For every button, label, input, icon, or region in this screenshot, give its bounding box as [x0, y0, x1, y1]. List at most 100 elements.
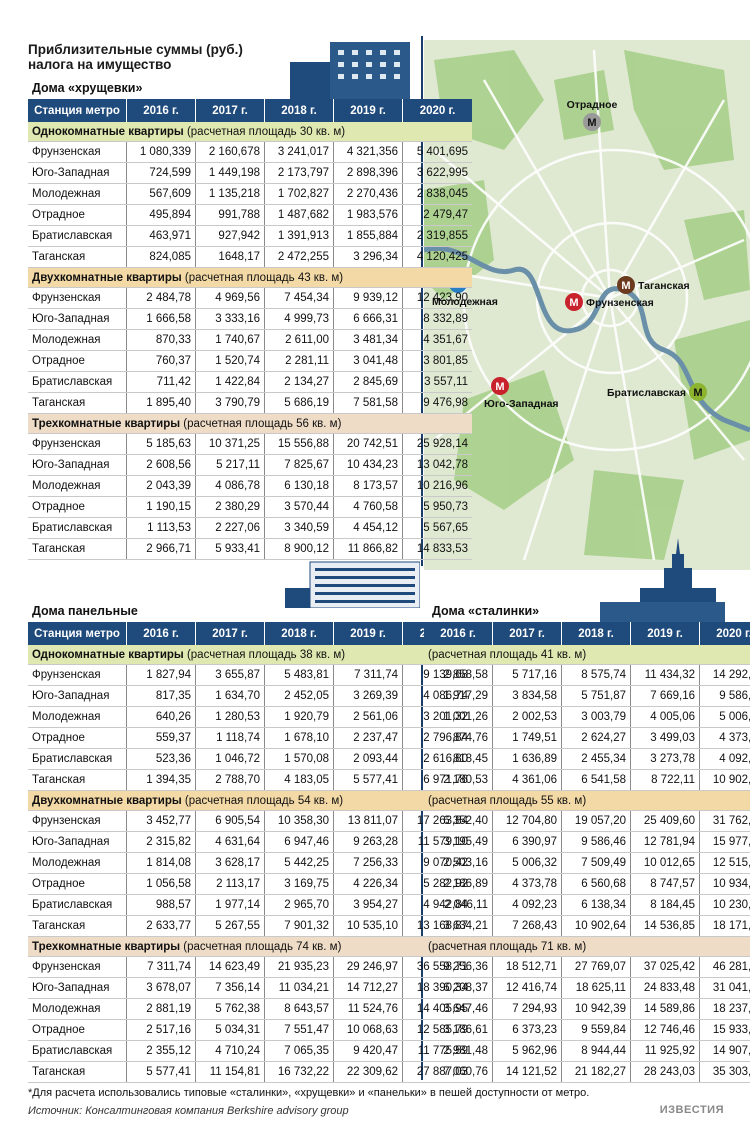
- value-cell: 3 169,75: [264, 873, 334, 895]
- value-cell: 16 732,22: [264, 1061, 334, 1083]
- value-cell: 8 747,57: [630, 873, 700, 895]
- table-row: Отрадное 495,894 991,788 1 487,682 1 983,576…: [28, 204, 472, 226]
- table-row: Братиславская 988,57 1 977,14 2 965,70 3 954…: [28, 894, 472, 916]
- value-cell: 8 722,11: [630, 769, 700, 791]
- value-cell: 6 138,34: [561, 894, 631, 916]
- category-cell: Двухкомнатные квартиры (расчетная площад…: [28, 267, 472, 288]
- value-cell: 640,26: [126, 706, 196, 728]
- category-area: (расчетная площадь 74 кв. м): [183, 940, 342, 953]
- table-row: 1 001,262 002,533 003,794 005,065 006,32: [424, 706, 750, 728]
- khrushchevki-title: Дома «хрущевки»: [32, 81, 143, 95]
- table-row: 9 256,36 18 512,71 27 769,07 37 025,42 46 28…: [424, 956, 750, 978]
- category-area: (расчетная площадь 55 кв. м): [428, 794, 587, 807]
- value-cell: 20 742,51: [333, 433, 403, 455]
- header-station: Станция метро: [28, 99, 127, 122]
- header-year: 2019 г.: [630, 622, 700, 645]
- station-bratislavskaya: М Братиславская: [607, 383, 707, 401]
- value-cell: 1 827,94: [126, 664, 196, 686]
- table-row: Фрунзенская 7 311,74 14 623,49 21 935,23 29 …: [28, 956, 472, 978]
- station-cell: Молодежная: [28, 183, 127, 205]
- station-frunzenskaya: М Фрунзенская: [565, 293, 654, 311]
- value-cell: 463,971: [126, 225, 196, 247]
- value-cell: 1 678,10: [264, 727, 334, 749]
- value-cell: 5 483,81: [264, 664, 334, 686]
- value-cell: 9 586,46: [561, 831, 631, 853]
- station-yugo-zapadnaya: М Юго-Западная: [484, 377, 559, 410]
- value-cell: 1 135,218: [195, 183, 265, 205]
- value-cell: 7 256,33: [333, 852, 403, 874]
- table-row: Отрадное 760,37 1 520,74 2 281,11 3 041,48 3 …: [28, 350, 472, 372]
- value-cell: 7 901,32: [264, 915, 334, 937]
- value-cell: 7 065,35: [264, 1040, 334, 1062]
- value-cell: 19 057,20: [561, 810, 631, 832]
- value-cell: 1 920,79: [264, 706, 334, 728]
- station-cell: Братиславская: [28, 225, 127, 247]
- value-cell: 5 567,65: [402, 517, 472, 539]
- value-cell: 2 608,56: [126, 454, 196, 476]
- value-cell: 1 118,74: [195, 727, 265, 749]
- value-cell: 2 134,27: [264, 371, 334, 393]
- svg-text:М: М: [587, 117, 596, 129]
- station-cell: Молодежная: [28, 475, 127, 497]
- value-cell: 1 702,827: [264, 183, 334, 205]
- value-cell: 25 928,14: [402, 433, 472, 455]
- value-cell: 8 575,74: [561, 664, 631, 686]
- value-cell: 3 628,17: [195, 852, 265, 874]
- table-row: Братиславская 1 113,53 2 227,06 3 340,59 4 4…: [28, 517, 472, 539]
- station-cell: Юго-Западная: [28, 454, 127, 476]
- value-cell: 18 625,11: [561, 977, 631, 999]
- category-cell: (расчетная площадь 55 кв. м): [424, 790, 750, 811]
- value-cell: 2 455,34: [561, 748, 631, 770]
- value-cell: 5 962,96: [492, 1040, 562, 1062]
- station-cell: Фрунзенская: [28, 141, 127, 163]
- value-cell: 1 634,70: [195, 685, 265, 707]
- table-row: Молодежная 1 814,08 3 628,17 5 442,25 7 256,…: [28, 852, 472, 874]
- category-area: (расчетная площадь 54 кв. м): [184, 794, 344, 807]
- value-cell: 5 762,38: [195, 998, 265, 1020]
- station-cell: Таганская: [28, 915, 127, 937]
- value-cell: 870,33: [126, 329, 196, 351]
- value-cell: 2 484,78: [126, 287, 196, 309]
- value-cell: 1 740,67: [195, 329, 265, 351]
- value-cell: 3 273,78: [630, 748, 700, 770]
- value-cell: 3 678,07: [126, 977, 196, 999]
- station-cell: Отрадное: [28, 204, 127, 226]
- station-cell: Фрунзенская: [28, 287, 127, 309]
- value-cell: 8 900,12: [264, 538, 334, 560]
- value-cell: 6 905,54: [195, 810, 265, 832]
- page-title: Приблизительные суммы (руб.) налога на и…: [28, 42, 243, 72]
- table-row: Братиславская 711,42 1 422,84 2 134,27 2 845…: [28, 371, 472, 393]
- station-cell: Таганская: [28, 769, 127, 791]
- table-row: Отрадное 1 190,15 2 380,29 3 570,44 4 760,58…: [28, 496, 472, 518]
- value-cell: 9 939,12: [333, 287, 403, 309]
- value-cell: 7 825,67: [264, 454, 334, 476]
- value-cell: 4 321,356: [333, 141, 403, 163]
- value-cell: 4 226,34: [333, 873, 403, 895]
- value-cell: 4 092,23: [699, 748, 750, 770]
- value-cell: 2 237,47: [333, 727, 403, 749]
- value-cell: 25 409,60: [630, 810, 700, 832]
- station-cell: Отрадное: [28, 496, 127, 518]
- value-cell: 37 025,42: [630, 956, 700, 978]
- value-cell: 5 267,55: [195, 915, 265, 937]
- value-cell: 2 113,17: [195, 873, 265, 895]
- value-cell: 14 712,27: [333, 977, 403, 999]
- category-cell: (расчетная площадь 71 кв. м): [424, 936, 750, 957]
- value-cell: 3 003,79: [561, 706, 631, 728]
- category-area: (расчетная площадь 43 кв. м): [184, 271, 344, 284]
- value-cell: 14 292,90: [699, 664, 750, 686]
- table-row: Фрунзенская 1 827,94 3 655,87 5 483,81 7 311…: [28, 664, 472, 686]
- value-cell: 9 586,46: [699, 685, 750, 707]
- value-cell: 5 006,32: [699, 706, 750, 728]
- svg-text:М: М: [693, 387, 702, 399]
- category-cell: Трехкомнатные квартиры (расчетная площад…: [28, 936, 472, 957]
- table-row: Фрунзенская 5 185,63 10 371,25 15 556,88 20 …: [28, 433, 472, 455]
- category-label: Трехкомнатные квартиры: [32, 417, 181, 430]
- table-row: Отрадное 1 056,58 2 113,17 3 169,75 4 226,34…: [28, 873, 472, 895]
- value-cell: 12 423,90: [402, 287, 472, 309]
- value-cell: 10 216,96: [402, 475, 472, 497]
- station-cell: Фрунзенская: [28, 956, 127, 978]
